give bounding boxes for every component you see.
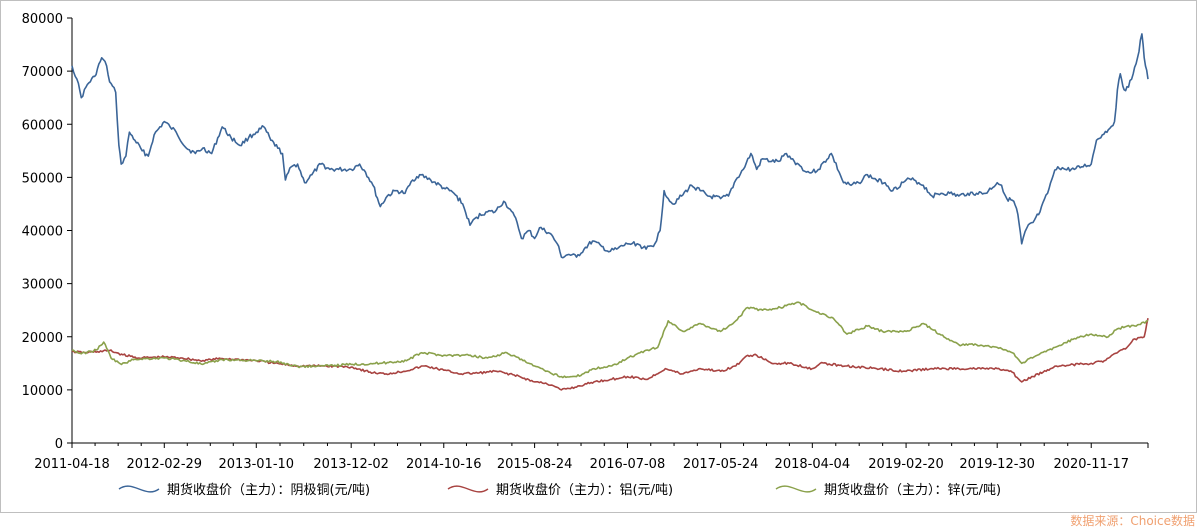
chart-canvas: 0 10000 20000 30000 40000 50000 60000 70000 8000… — [22, 12, 1149, 498]
y-tick-label: 40000 — [22, 225, 63, 240]
chart-frame: 0 10000 20000 30000 40000 50000 60000 70000 8000… — [0, 0, 1197, 513]
y-tick-label: 80000 — [22, 12, 63, 27]
x-tick-label: 2012-02-29 — [127, 457, 203, 472]
y-tick-label: 20000 — [22, 331, 63, 346]
legend-label-3: 期货收盘价（主力）：锌(元/吨) — [824, 482, 1001, 498]
series-line-3 — [71, 301, 1149, 379]
series-line-1 — [71, 33, 1149, 259]
y-tick-label: 60000 — [22, 118, 63, 133]
y-tick-label: 10000 — [22, 384, 63, 399]
data-source-note: 数据来源：Choice数据 — [1070, 514, 1195, 528]
legend-swatch-2 — [447, 485, 489, 493]
x-tick-label: 2014-10-16 — [406, 457, 482, 472]
y-tick-label: 30000 — [22, 278, 63, 293]
legend-swatch-3 — [775, 485, 817, 493]
x-tick-label: 2015-08-24 — [497, 457, 573, 472]
x-tick-label: 2017-05-24 — [683, 457, 759, 472]
x-tick-label: 2013-12-02 — [313, 457, 389, 472]
y-tick-label: 70000 — [22, 65, 63, 80]
x-tick-label: 2020-11-17 — [1053, 457, 1129, 472]
x-tick-label: 2019-12-30 — [959, 457, 1035, 472]
x-tick-label: 2011-04-18 — [34, 457, 110, 472]
x-tick-label: 2013-01-10 — [219, 457, 295, 472]
legend-label-1: 期货收盘价（主力）：阴极铜(元/吨) — [167, 482, 370, 498]
y-tick-label: 0 — [55, 437, 63, 452]
x-tick-label: 2018-04-04 — [775, 457, 851, 472]
x-tick-label: 2019-02-20 — [868, 457, 944, 472]
legend-swatch-1 — [118, 485, 160, 493]
series-line-2 — [71, 318, 1149, 391]
legend-label-2: 期货收盘价（主力）：铝(元/吨) — [496, 482, 673, 498]
x-tick-label: 2016-07-08 — [590, 457, 666, 472]
y-tick-label: 50000 — [22, 171, 63, 186]
